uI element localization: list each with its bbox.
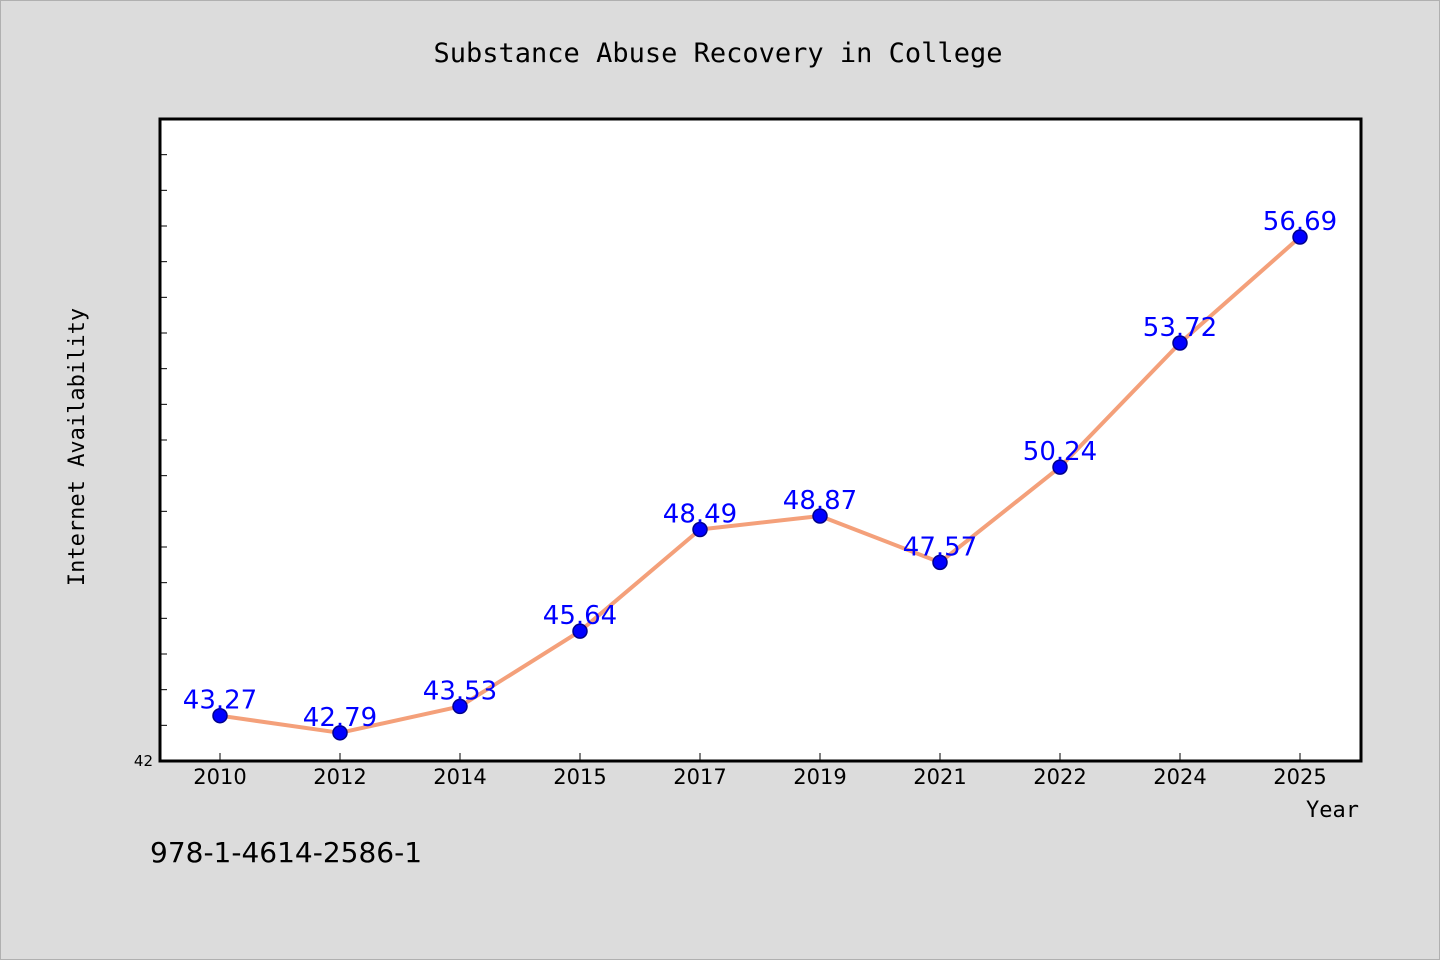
data-label: 48.87 xyxy=(783,486,857,516)
data-point xyxy=(332,725,348,741)
plot-area xyxy=(158,117,1363,763)
data-label: 53.72 xyxy=(1143,313,1217,343)
x-tick-label: 2019 xyxy=(793,765,846,789)
y-tick-label: 42 xyxy=(134,752,153,770)
x-tick-label: 2012 xyxy=(313,765,366,789)
data-point xyxy=(692,521,708,538)
data-label: 50.24 xyxy=(1023,437,1097,467)
x-tick-label: 2017 xyxy=(673,765,726,789)
data-label: 43.27 xyxy=(183,686,257,716)
x-tick-label: 2021 xyxy=(913,765,966,789)
series-line xyxy=(218,235,1302,735)
series-line-group xyxy=(218,235,1302,735)
x-tick-label: 2010 xyxy=(193,765,246,789)
x-tick-label: 2022 xyxy=(1033,765,1086,789)
data-point xyxy=(452,698,468,715)
data-label: 42.79 xyxy=(303,703,377,733)
chart-title: Substance Abuse Recovery in College xyxy=(434,38,1003,69)
x-axis-ticks: 2010 2012 2014 2015 2017 2019 2021 2022 2024 2025 xyxy=(193,753,1327,789)
data-labels: 43.27 42.79 43.53 45.64 48.49 48.87 47.57 50.24… xyxy=(183,207,1337,733)
data-label: 47.57 xyxy=(903,532,977,562)
data-point xyxy=(212,707,228,724)
data-markers xyxy=(212,229,1308,741)
data-point xyxy=(812,508,828,524)
x-tick-label: 2014 xyxy=(433,765,486,789)
x-axis-label: Year xyxy=(1306,798,1359,823)
data-point xyxy=(1052,459,1068,475)
data-point xyxy=(932,554,948,571)
data-label: 48.49 xyxy=(663,500,737,530)
data-label: 45.64 xyxy=(543,601,617,631)
data-point xyxy=(1172,335,1188,351)
x-tick-label: 2015 xyxy=(553,765,606,789)
x-tick-label: 2025 xyxy=(1273,765,1326,789)
data-label: 43.53 xyxy=(423,676,497,706)
data-point xyxy=(572,623,588,639)
footnote-text: 978-1-4614-2586-1 xyxy=(150,836,422,869)
data-point xyxy=(1292,229,1308,245)
y-axis-label: Internet Availability xyxy=(65,308,90,586)
y-axis-ticks: 42 xyxy=(134,154,167,770)
x-tick-label: 2024 xyxy=(1153,765,1206,789)
data-label: 56.69 xyxy=(1263,207,1337,237)
